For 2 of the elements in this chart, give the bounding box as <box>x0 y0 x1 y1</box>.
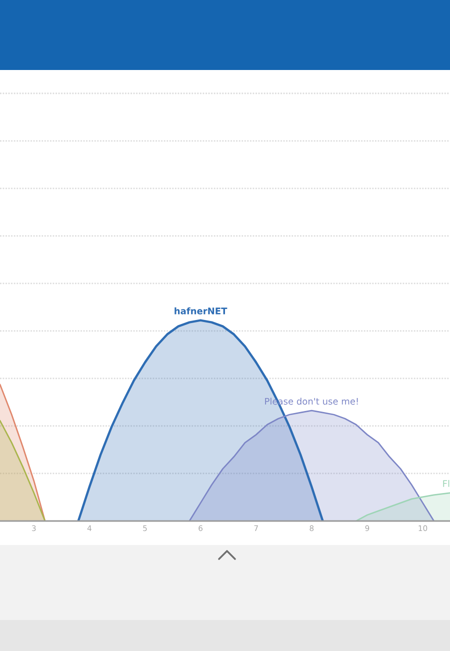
series-label: Fl <box>443 480 450 487</box>
series-label: hafnerNET <box>174 307 228 314</box>
